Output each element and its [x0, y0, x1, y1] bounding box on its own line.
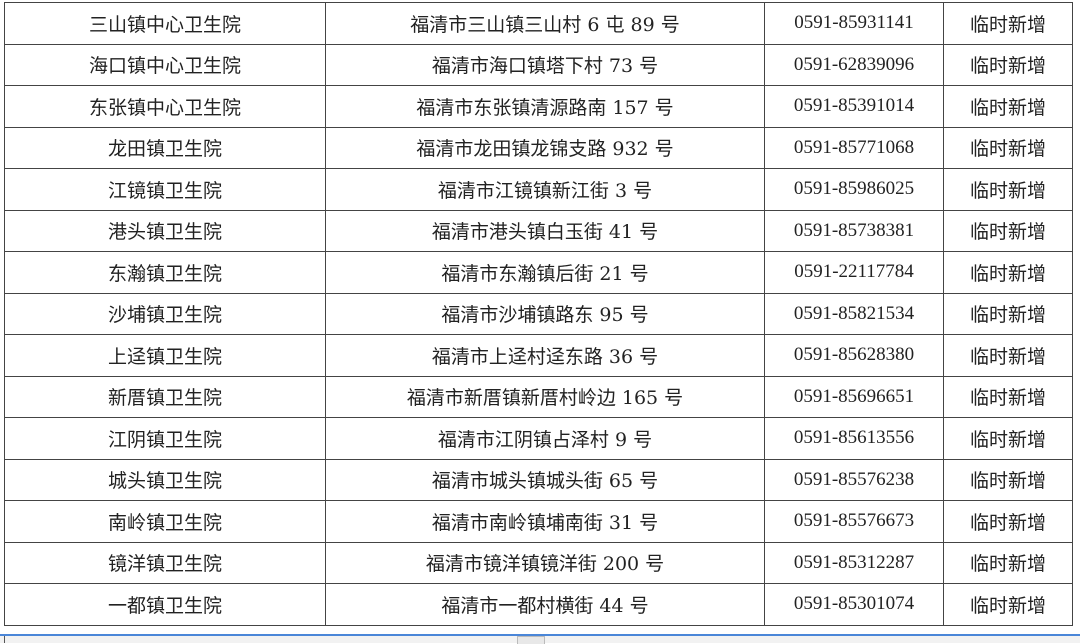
clinic-name-cell: 龙田镇卫生院 [4, 126, 326, 169]
table-row: 新厝镇卫生院 福清市新厝镇新厝村岭边 165 号 0591-85696651 临时新增 [4, 375, 1073, 418]
address-cell: 福清市三山镇三山村 6 屯 89 号 [325, 2, 765, 45]
address-cell: 福清市上迳村迳东路 36 号 [325, 334, 765, 377]
table-row: 海口镇中心卫生院 福清市海口镇塔下村 73 号 0591-62839096 临时新增 [4, 43, 1073, 86]
status-cell: 临时新增 [943, 126, 1073, 169]
clinic-name-cell: 江镜镇卫生院 [4, 168, 326, 211]
clinic-name-cell: 港头镇卫生院 [4, 209, 326, 252]
phone-cell: 0591-85391014 [764, 85, 944, 128]
selection-border [0, 634, 1080, 636]
phone-cell: 0591-85613556 [764, 417, 944, 460]
address-cell: 福清市龙田镇龙锦支路 932 号 [325, 126, 765, 169]
table-row: 沙埔镇卫生院 福清市沙埔镇路东 95 号 0591-85821534 临时新增 [4, 292, 1073, 335]
window-bottom-bar [0, 636, 1080, 644]
address-cell: 福清市东张镇清源路南 157 号 [325, 85, 765, 128]
address-cell: 福清市新厝镇新厝村岭边 165 号 [325, 375, 765, 418]
status-cell: 临时新增 [943, 458, 1073, 501]
address-cell: 福清市江阴镇占泽村 9 号 [325, 417, 765, 460]
table-row: 南岭镇卫生院 福清市南岭镇埔南街 31 号 0591-85576673 临时新增 [4, 500, 1073, 543]
address-cell: 福清市镜洋镇镜洋街 200 号 [325, 541, 765, 584]
clinic-name-cell: 上迳镇卫生院 [4, 334, 326, 377]
phone-cell: 0591-62839096 [764, 43, 944, 86]
phone-cell: 0591-22117784 [764, 251, 944, 294]
table-row: 一都镇卫生院 福清市一都村横街 44 号 0591-85301074 临时新增 [4, 583, 1073, 626]
address-cell: 福清市港头镇白玉街 41 号 [325, 209, 765, 252]
status-cell: 临时新增 [943, 2, 1073, 45]
status-cell: 临时新增 [943, 541, 1073, 584]
address-cell: 福清市城头镇城头街 65 号 [325, 458, 765, 501]
clinic-name-cell: 东张镇中心卫生院 [4, 85, 326, 128]
clinic-name-cell: 海口镇中心卫生院 [4, 43, 326, 86]
phone-cell: 0591-85821534 [764, 292, 944, 335]
clinic-name-cell: 三山镇中心卫生院 [4, 2, 326, 45]
phone-cell: 0591-85576238 [764, 458, 944, 501]
phone-cell: 0591-85301074 [764, 583, 944, 626]
clinic-name-cell: 东瀚镇卫生院 [4, 251, 326, 294]
clinic-table: 三山镇中心卫生院 福清市三山镇三山村 6 屯 89 号 0591-85931141 临… [4, 2, 1073, 626]
phone-cell: 0591-85986025 [764, 168, 944, 211]
clinic-name-cell: 沙埔镇卫生院 [4, 292, 326, 335]
phone-cell: 0591-85312287 [764, 541, 944, 584]
phone-cell: 0591-85696651 [764, 375, 944, 418]
address-cell: 福清市江镜镇新江街 3 号 [325, 168, 765, 211]
status-cell: 临时新增 [943, 168, 1073, 211]
table-row: 东瀚镇卫生院 福清市东瀚镇后街 21 号 0591-22117784 临时新增 [4, 251, 1073, 294]
status-cell: 临时新增 [943, 375, 1073, 418]
table-row: 港头镇卫生院 福清市港头镇白玉街 41 号 0591-85738381 临时新增 [4, 209, 1073, 252]
address-cell: 福清市海口镇塔下村 73 号 [325, 43, 765, 86]
phone-cell: 0591-85771068 [764, 126, 944, 169]
status-cell: 临时新增 [943, 334, 1073, 377]
status-cell: 临时新增 [943, 500, 1073, 543]
clinic-name-cell: 一都镇卫生院 [4, 583, 326, 626]
phone-cell: 0591-85628380 [764, 334, 944, 377]
clinic-name-cell: 江阴镇卫生院 [4, 417, 326, 460]
table-row: 城头镇卫生院 福清市城头镇城头街 65 号 0591-85576238 临时新增 [4, 458, 1073, 501]
status-cell: 临时新增 [943, 583, 1073, 626]
phone-cell: 0591-85931141 [764, 2, 944, 45]
address-cell: 福清市沙埔镇路东 95 号 [325, 292, 765, 335]
status-cell: 临时新增 [943, 43, 1073, 86]
table-row: 镜洋镇卫生院 福清市镜洋镇镜洋街 200 号 0591-85312287 临时新增 [4, 541, 1073, 584]
phone-cell: 0591-85738381 [764, 209, 944, 252]
table-row: 江阴镇卫生院 福清市江阴镇占泽村 9 号 0591-85613556 临时新增 [4, 417, 1073, 460]
address-cell: 福清市东瀚镇后街 21 号 [325, 251, 765, 294]
clinic-name-cell: 新厝镇卫生院 [4, 375, 326, 418]
table-row: 三山镇中心卫生院 福清市三山镇三山村 6 屯 89 号 0591-85931141 临… [4, 2, 1073, 45]
status-cell: 临时新增 [943, 292, 1073, 335]
table-row: 龙田镇卫生院 福清市龙田镇龙锦支路 932 号 0591-85771068 临时新增 [4, 126, 1073, 169]
status-cell: 临时新增 [943, 417, 1073, 460]
clinic-name-cell: 镜洋镇卫生院 [4, 541, 326, 584]
status-cell: 临时新增 [943, 209, 1073, 252]
cursor-mark [4, 636, 5, 643]
table-row: 上迳镇卫生院 福清市上迳村迳东路 36 号 0591-85628380 临时新增 [4, 334, 1073, 377]
clinic-name-cell: 南岭镇卫生院 [4, 500, 326, 543]
scroll-handle[interactable] [517, 636, 545, 644]
status-cell: 临时新增 [943, 85, 1073, 128]
clinic-name-cell: 城头镇卫生院 [4, 458, 326, 501]
table-row: 东张镇中心卫生院 福清市东张镇清源路南 157 号 0591-85391014 临时新… [4, 85, 1073, 128]
address-cell: 福清市一都村横街 44 号 [325, 583, 765, 626]
phone-cell: 0591-85576673 [764, 500, 944, 543]
status-cell: 临时新增 [943, 251, 1073, 294]
table-row: 江镜镇卫生院 福清市江镜镇新江街 3 号 0591-85986025 临时新增 [4, 168, 1073, 211]
address-cell: 福清市南岭镇埔南街 31 号 [325, 500, 765, 543]
